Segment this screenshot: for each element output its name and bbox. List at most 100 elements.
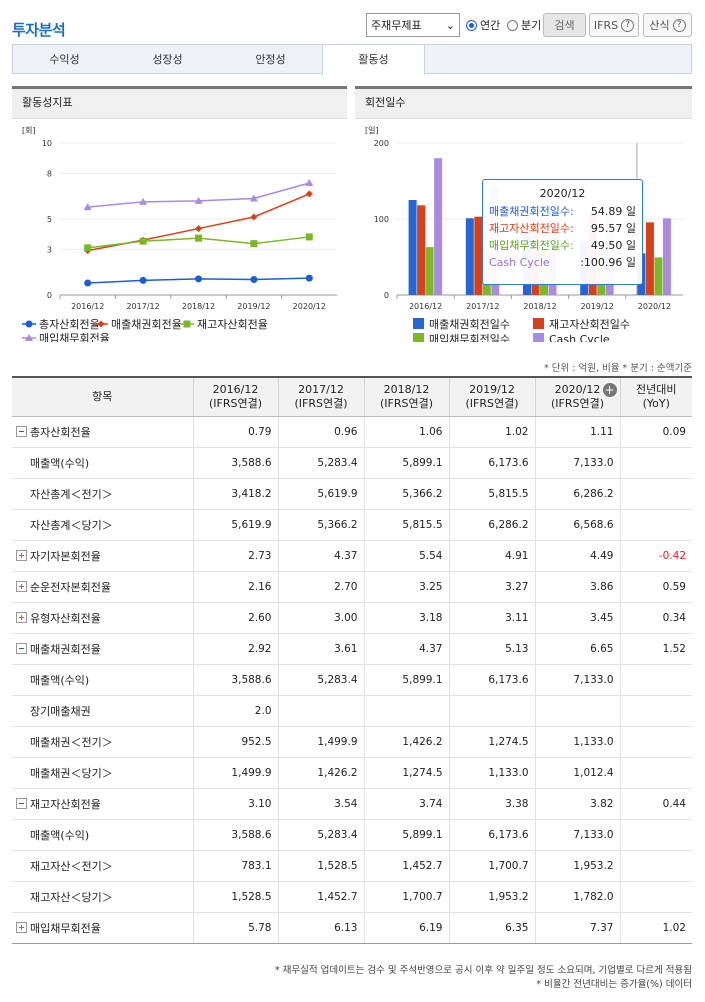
column-header-line: (IFRS연결) [465,396,519,410]
tab-activity[interactable]: 활동성 [322,45,425,75]
x-tick-label: 2016/12 [409,302,442,311]
column-header-line: (YoY) [642,396,670,410]
table-cell: 6,173.6 [448,447,535,479]
table-cell: 783.1 [192,850,278,882]
radio-quarter[interactable]: 분기 [507,13,541,37]
bar [474,216,483,295]
x-tick-label: 2019/12 [237,302,270,311]
tooltip-label: Cash Cycle [489,256,550,269]
tab-profitability[interactable]: 수익성 [49,53,80,66]
data-point [194,196,203,204]
table-cell: 6.19 [363,912,449,944]
column-header-line: 항목 [92,389,113,403]
table-cell: 5,283.4 [277,447,364,479]
expand-icon[interactable] [16,580,27,592]
table-cell: 1,452.7 [277,881,364,913]
expand-icon[interactable]: + [602,383,617,397]
table-row: 재고자산회전율 3.10 3.54 3.74 3.38 3.82 0.44 [12,788,692,820]
table-cell: 3.74 [363,788,449,820]
row-label: 총자산회전율 [12,416,193,448]
row-label-text: 자기자본회전율 [30,549,101,563]
table-cell [363,695,449,727]
table-cell: 3,418.2 [192,478,278,510]
table-cell: 6,173.6 [448,819,535,851]
table-cell: 7,133.0 [534,819,620,851]
data-point [139,197,148,205]
bar [662,218,671,295]
collapse-icon[interactable] [16,425,27,437]
x-tick-label: 2016/12 [71,302,104,311]
tooltip-value: :100.96 일 [580,256,636,269]
collapse-icon[interactable] [16,642,27,654]
legend-swatch [533,318,544,329]
y-tick-label: 0 [47,291,52,300]
table-cell: 3.82 [534,788,620,820]
radio-annual[interactable]: 연간 [466,13,500,37]
table-row: 매출액(수익) 3,588.6 5,283.4 5,899.1 6,173.6 7,133… [12,447,692,479]
data-point [305,190,313,198]
table-cell: 6,568.6 [534,509,620,541]
column-header-line: 2018/12 [383,382,430,396]
table-cell: 5,283.4 [277,819,364,851]
table-cell: 5,899.1 [363,664,449,696]
search-button[interactable]: 검색 [543,13,586,37]
row-label-text: 매출액(수익) [30,456,90,470]
column-header: 전년대비 (YoY) [619,377,692,417]
table-cell: 3.54 [277,788,364,820]
statement-select[interactable]: 주재무제표 ⌄ [366,13,460,37]
table-cell: 1.02 [448,416,535,448]
table-cell [619,509,692,541]
tooltip-row: 매출채권회전일수: 54.89 일 [489,203,636,220]
collapse-icon[interactable] [16,797,27,809]
table-cell: 5,366.2 [277,509,364,541]
table-cell [619,478,692,510]
column-header-line: 2017/12 [298,382,344,396]
table-cell: 4.49 [534,540,620,572]
table-cell: 2.73 [192,540,278,572]
table-cell: 0.59 [619,571,692,603]
y-tick-label: 200 [374,139,389,148]
table-row: 매출채권＜전기＞ 952.5 1,499.9 1,426.2 1,274.5 1,133.… [12,726,692,758]
x-tick-label: 2019/12 [581,302,614,311]
row-label: 재고자산회전율 [12,788,193,820]
tab-growth[interactable]: 성장성 [152,53,183,66]
table-cell: 6,173.6 [448,664,535,696]
formula-button[interactable]: 산식? [643,13,692,37]
table-cell: 3.18 [363,602,449,634]
legend-label: Cash Cycle [549,333,610,342]
bar [645,222,654,295]
table-cell [619,757,692,789]
tooltip-label: 매출채권회전일수: [489,205,574,218]
tooltip-label: 매입채무회전일수: [489,239,574,252]
ifrs-button[interactable]: IFRS? [589,13,639,37]
unit-note: * 단위 : 억원, 비율 * 분기 : 순액기준 [544,363,692,374]
table-cell: 3,588.6 [192,447,278,479]
help-icon: ? [672,18,686,32]
table-cell: 3.25 [363,571,449,603]
column-header: 항목 [12,377,193,417]
row-label: 유형자산회전율 [12,602,193,634]
tab-stability[interactable]: 안정성 [255,53,286,66]
table-cell: 0.34 [619,602,692,634]
table-cell: 1,426.2 [363,726,449,758]
table-cell: 3.86 [534,571,620,603]
expand-icon[interactable] [16,921,27,933]
table-cell: 5,619.9 [277,478,364,510]
table-cell: 5,899.1 [363,447,449,479]
column-header-line: (IFRS연결) [208,396,263,410]
formula-label: 산식 [649,19,670,32]
row-label-text: 유형자산회전율 [30,611,101,625]
expand-icon[interactable] [16,611,27,623]
table-cell: 1,528.5 [192,881,278,913]
table-cell: 5,366.2 [363,478,449,510]
page-title: 투자분석 [12,21,66,39]
data-point [195,234,202,242]
row-label-text: 매출채권＜당기＞ [30,766,113,780]
expand-icon[interactable] [16,549,27,561]
row-label-text: 매출액(수익) [30,673,90,687]
row-label: 자기자본회전율 [12,540,193,572]
legend-label: 매출채권회전율 [111,318,182,331]
data-point [84,244,92,252]
row-label: 재고자산＜당기＞ [12,881,193,913]
legend-label: 총자산회전율 [39,318,100,331]
